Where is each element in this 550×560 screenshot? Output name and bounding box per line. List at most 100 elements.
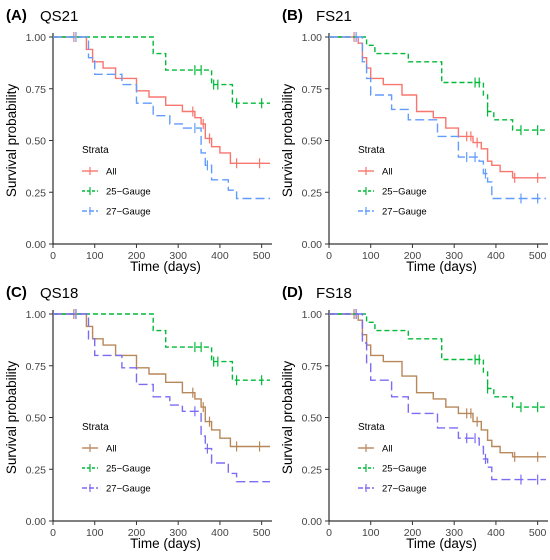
legend-entry: All (358, 444, 393, 455)
x-tick-label: 500 (529, 250, 547, 262)
km-step-line (329, 36, 546, 179)
legend-label: 27−Gauge (382, 484, 427, 495)
panel-title: FS21 (316, 8, 352, 25)
x-tick-label: 0 (50, 527, 56, 539)
legend-entry: All (358, 167, 393, 178)
legend-entry: 25−Gauge (358, 187, 427, 198)
y-tick-label: 0.25 (26, 187, 47, 199)
y-tick-label: 0.25 (302, 464, 323, 476)
y-tick-label: 0.75 (26, 84, 47, 96)
y-tick-label: 0.00 (302, 239, 323, 251)
legend-title: Strata (82, 422, 109, 433)
legend-entry: 27−Gauge (82, 207, 151, 218)
x-tick-label: 300 (445, 250, 463, 262)
panel-fs21: (B) FS21 0.00 0.25 0.50 0.75 1.00 0 100 200 300 400… (280, 7, 548, 274)
series-27-gauge (53, 32, 270, 200)
km-step-line (329, 313, 546, 481)
y-axis-label: Survival probability (280, 361, 295, 475)
x-tick-label: 500 (529, 527, 547, 539)
x-tick-label: 0 (326, 250, 332, 262)
legend-label: 25−Gauge (106, 187, 151, 198)
series-25-gauge (53, 313, 270, 386)
x-axis-label: Time (days) (406, 259, 477, 274)
y-tick-label: 0.75 (302, 84, 323, 96)
panel-label: (D) (282, 284, 303, 301)
legend-title: Strata (358, 422, 385, 433)
km-step-line (329, 313, 546, 408)
legend-label: All (382, 444, 393, 455)
x-tick-label: 400 (487, 527, 505, 539)
panel-label: (C) (6, 284, 27, 301)
x-tick-label: 100 (362, 250, 380, 262)
y-tick-label: 1.00 (302, 32, 323, 44)
x-tick-label: 0 (50, 250, 56, 262)
series-25-gauge (329, 36, 546, 136)
y-tick-label: 0.50 (26, 136, 47, 148)
km-step-line (329, 36, 546, 131)
x-tick-label: 200 (404, 250, 422, 262)
panel-label: (A) (6, 7, 27, 24)
y-tick-label: 0.75 (302, 361, 323, 373)
x-tick-label: 200 (128, 527, 146, 539)
x-tick-label: 300 (445, 527, 463, 539)
x-tick-label: 500 (253, 250, 271, 262)
y-tick-label: 1.00 (26, 309, 47, 321)
x-tick-label: 0 (326, 527, 332, 539)
legend-label: 27−Gauge (382, 207, 427, 218)
x-axis-label: Time (days) (130, 536, 201, 551)
y-tick-label: 1.00 (302, 309, 323, 321)
panel-title: QS18 (40, 285, 78, 302)
x-tick-label: 300 (169, 527, 187, 539)
panel-qs21: (A) QS21 0.00 0.25 0.50 0.75 1.00 0 100 200 300 400… (4, 7, 272, 274)
x-tick-label: 200 (404, 527, 422, 539)
series-27-gauge (329, 32, 546, 204)
km-step-line (53, 313, 270, 483)
panel-title: FS18 (316, 285, 352, 302)
km-step-line (329, 313, 546, 458)
x-tick-label: 300 (169, 250, 187, 262)
y-tick-label: 0.00 (26, 239, 47, 251)
legend-entry: 27−Gauge (358, 207, 427, 218)
panel-label: (B) (282, 7, 303, 24)
legend-label: 27−Gauge (106, 484, 151, 495)
y-tick-label: 0.00 (302, 516, 323, 528)
x-tick-label: 100 (362, 527, 380, 539)
legend-entry: 27−Gauge (82, 484, 151, 495)
x-axis-label: Time (days) (406, 536, 477, 551)
y-tick-label: 0.50 (302, 136, 323, 148)
series-27-gauge (53, 309, 270, 483)
y-axis-label: Survival probability (4, 84, 19, 198)
y-tick-label: 0.50 (302, 413, 323, 425)
y-tick-label: 0.25 (26, 464, 47, 476)
series-25-gauge (329, 313, 546, 413)
x-axis-label: Time (days) (130, 259, 201, 274)
x-tick-label: 100 (86, 527, 104, 539)
legend-label: All (106, 444, 117, 455)
legend-entry: 25−Gauge (82, 464, 151, 475)
legend-entry: All (82, 444, 117, 455)
legend-label: All (382, 167, 393, 178)
y-tick-label: 1.00 (26, 32, 47, 44)
panel-qs18: (C) QS18 0.00 0.25 0.50 0.75 1.00 0 100 200 300 400… (4, 284, 272, 551)
series-all (53, 309, 270, 452)
legend-entry: 27−Gauge (358, 484, 427, 495)
y-axis-label: Survival probability (4, 361, 19, 475)
y-tick-label: 0.75 (26, 361, 47, 373)
legend-label: All (106, 167, 117, 178)
legend-label: 25−Gauge (106, 464, 151, 475)
legend-label: 25−Gauge (382, 464, 427, 475)
legend-title: Strata (358, 145, 385, 156)
x-tick-label: 400 (211, 250, 229, 262)
panel-fs18: (D) FS18 0.00 0.25 0.50 0.75 1.00 0 100 200 300 400… (280, 284, 548, 551)
series-27-gauge (329, 309, 546, 485)
km-step-line (53, 36, 270, 164)
series-all (329, 32, 546, 183)
km-step-line (53, 36, 270, 200)
y-tick-label: 0.00 (26, 516, 47, 528)
legend-label: 27−Gauge (106, 207, 151, 218)
y-tick-label: 0.25 (302, 187, 323, 199)
legend-title: Strata (82, 145, 109, 156)
km-step-line (53, 36, 270, 104)
series-25-gauge (53, 36, 270, 109)
